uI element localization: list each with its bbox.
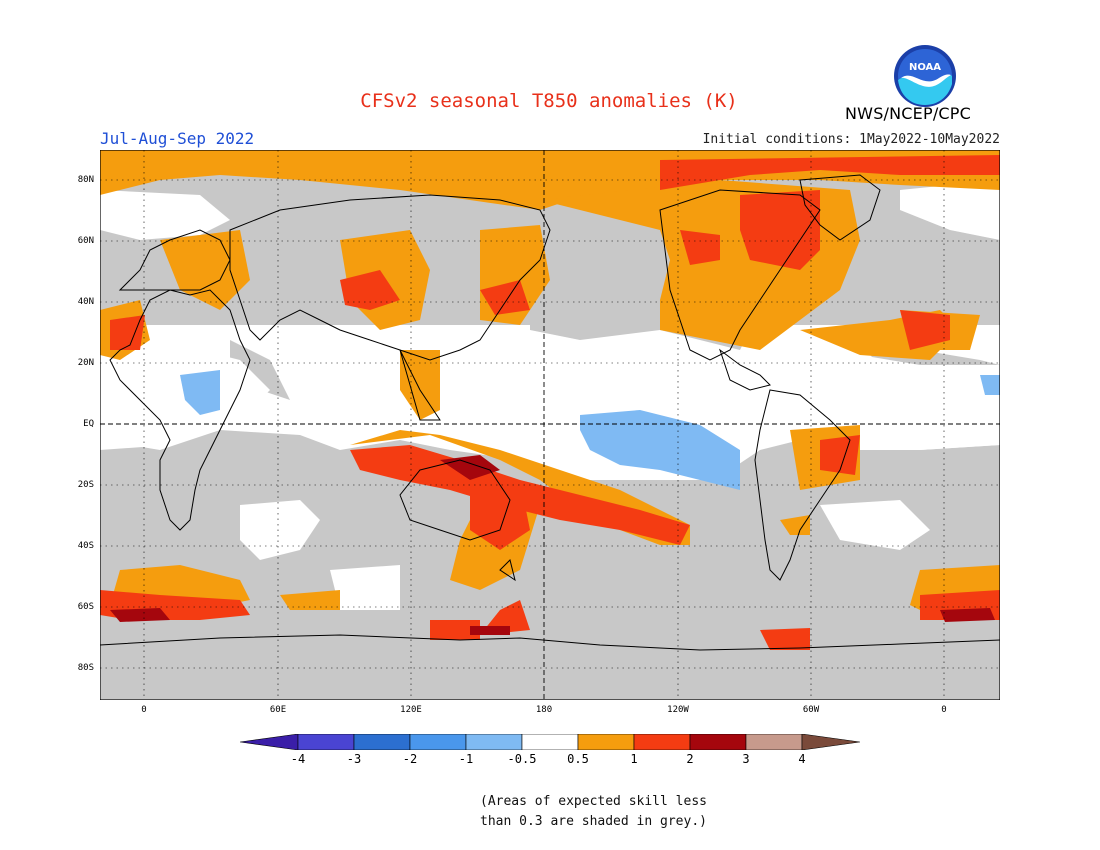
agency-label: NWS/NCEP/CPC bbox=[845, 104, 972, 123]
lat-label-eq: EQ bbox=[83, 419, 94, 429]
footnote-line-1: (Areas of expected skill less bbox=[480, 794, 707, 809]
colorbar-label: 1 bbox=[630, 752, 638, 766]
anomaly-negative-areas bbox=[180, 370, 1000, 490]
colorbar-min-arrow bbox=[240, 734, 299, 750]
noaa-logo: NOAA bbox=[894, 45, 956, 107]
colorbar-label: 0.5 bbox=[567, 752, 589, 766]
colorbar-segment bbox=[633, 734, 691, 750]
colorbar-segment bbox=[521, 734, 579, 750]
colorbar-max-arrow bbox=[801, 734, 860, 750]
lat-label-40s: 40S bbox=[77, 541, 94, 551]
colorbar-label: 3 bbox=[742, 752, 750, 766]
colorbar-label: 4 bbox=[798, 752, 806, 766]
colorbar-label: -3 bbox=[346, 752, 362, 766]
initial-conditions-label: Initial conditions: 1May2022-10May2022 bbox=[702, 132, 1000, 147]
equator-dateline bbox=[100, 150, 1000, 700]
lat-label-60s: 60S bbox=[77, 602, 94, 612]
colorbar-label: -1 bbox=[458, 752, 474, 766]
colorbar-label: 2 bbox=[686, 752, 694, 766]
graticule bbox=[100, 150, 1000, 700]
noaa-logo-text: NOAA bbox=[909, 62, 941, 73]
lon-label-120e: 120E bbox=[400, 705, 422, 715]
colorbar-segment bbox=[297, 734, 355, 750]
colorbar-segment bbox=[465, 734, 523, 750]
colorbar-segment bbox=[577, 734, 635, 750]
lat-label-80n: 80N bbox=[77, 175, 94, 185]
colorbar-segment bbox=[689, 734, 747, 750]
lat-label-20n: 20N bbox=[77, 358, 94, 368]
colorbar-label: -2 bbox=[402, 752, 418, 766]
footnote-line-2: than 0.3 are shaded in grey.) bbox=[480, 814, 707, 829]
lat-label-20s: 20S bbox=[77, 480, 94, 490]
anomaly-1-2-areas bbox=[100, 155, 1000, 650]
footnote: (Areas of expected skill less than 0.3 a… bbox=[480, 792, 707, 832]
lon-label-0-east: 0 bbox=[941, 705, 947, 715]
lon-label-180: 180 bbox=[535, 705, 553, 715]
map-title: CFSv2 seasonal T850 anomalies (K) bbox=[360, 90, 738, 112]
colorbar-segment bbox=[409, 734, 467, 750]
lon-label-60w: 60W bbox=[802, 705, 820, 715]
lat-label-60n: 60N bbox=[77, 236, 94, 246]
season-label: Jul-Aug-Sep 2022 bbox=[100, 129, 255, 148]
colorbar-label: -4 bbox=[290, 752, 306, 766]
t850-anomaly-map bbox=[100, 150, 1000, 700]
lon-label-120w: 120W bbox=[667, 705, 689, 715]
colorbar-segment bbox=[745, 734, 803, 750]
lat-label-80s: 80S bbox=[77, 663, 94, 673]
colorbar bbox=[240, 734, 860, 750]
lat-label-40n: 40N bbox=[77, 297, 94, 307]
lon-label-0: 0 bbox=[141, 705, 147, 715]
colorbar-segment bbox=[353, 734, 411, 750]
coastlines bbox=[100, 174, 1000, 651]
colorbar-label: -0.5 bbox=[507, 752, 537, 766]
lon-label-60e: 60E bbox=[269, 705, 287, 715]
